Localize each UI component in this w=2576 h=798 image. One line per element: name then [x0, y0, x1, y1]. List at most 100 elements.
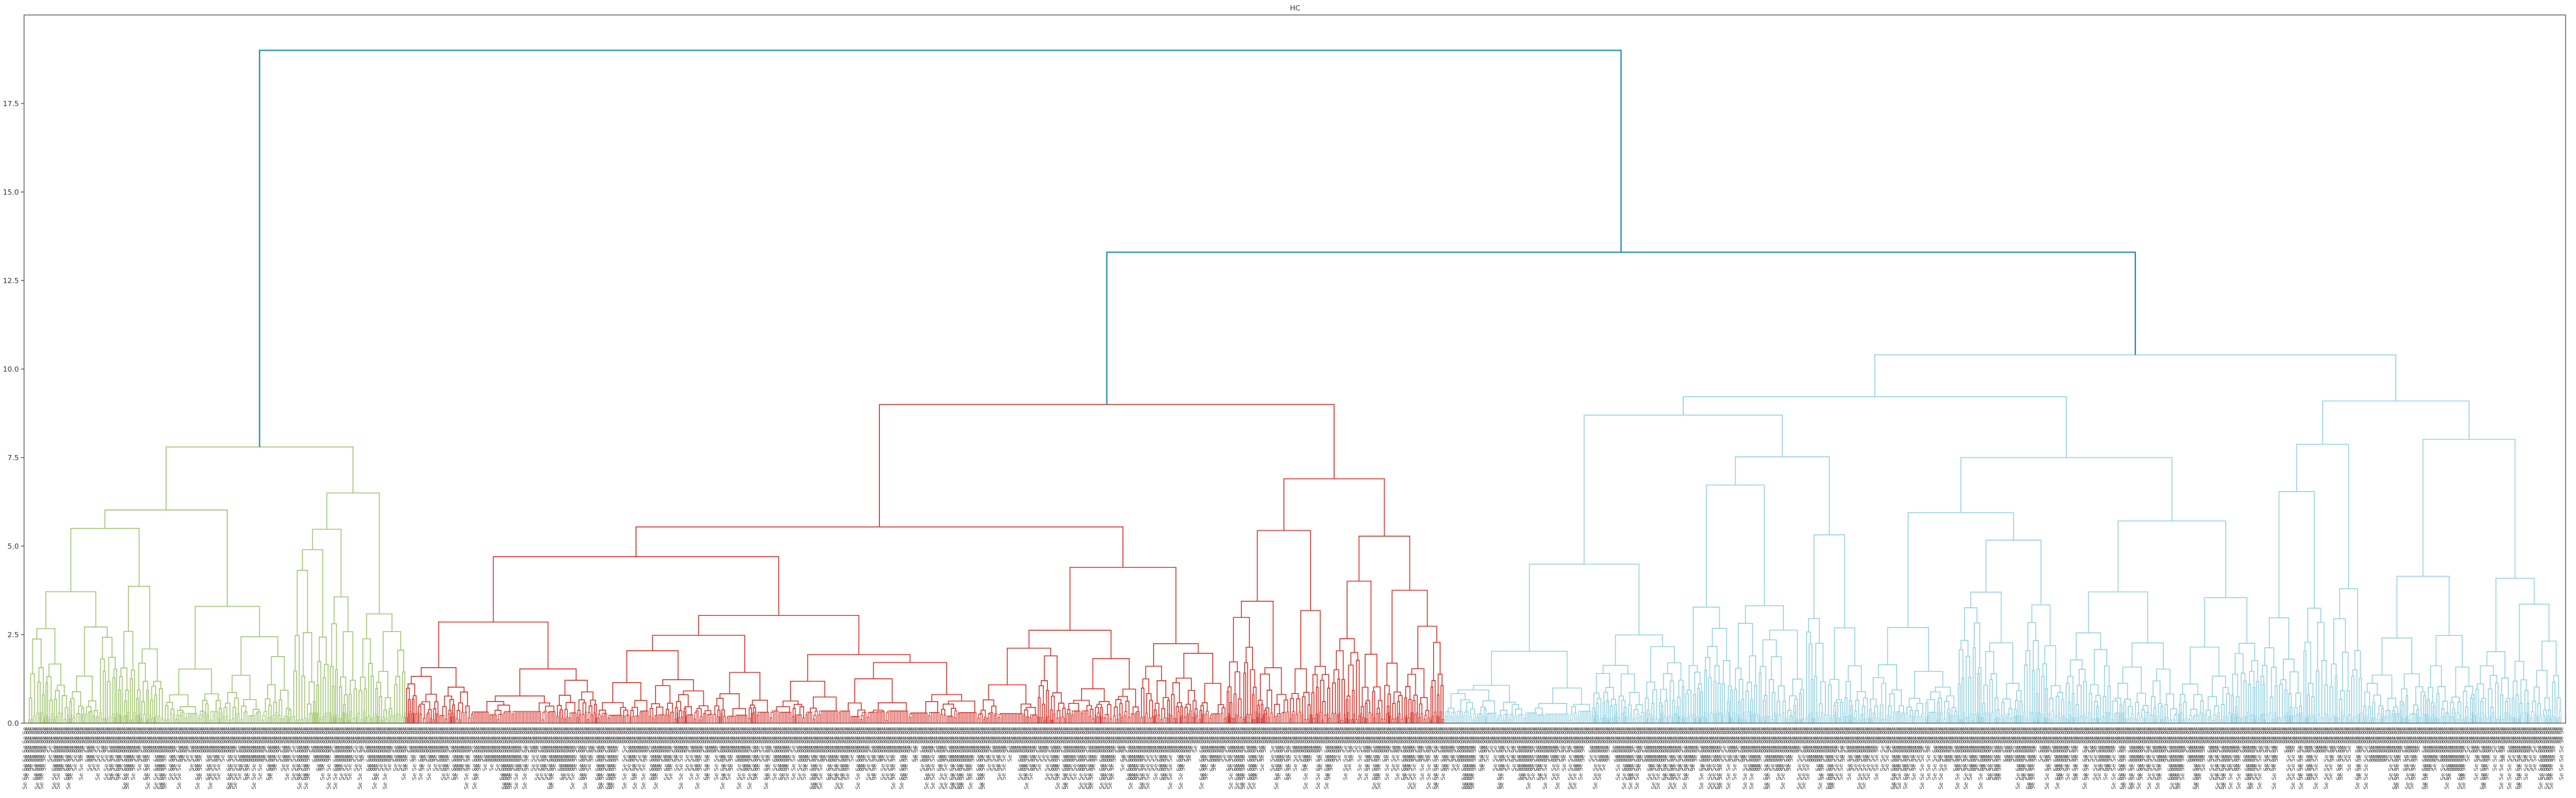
- dendrogram-link: [1157, 680, 1166, 704]
- dendrogram-link: [770, 717, 773, 723]
- leaf-label: Se Se Se Se Se Se Se: [1411, 727, 1418, 790]
- dendrogram-link: [106, 718, 109, 723]
- dendrogram-link: [2475, 689, 2479, 717]
- dendrogram-link: [2515, 695, 2519, 719]
- dendrogram-link: [2130, 717, 2133, 723]
- dendrogram-link: [1244, 716, 1246, 723]
- dendrogram-link: [1717, 682, 1721, 713]
- leaf-label: Se Se Se: [676, 727, 683, 753]
- leaf-label: Se Se Se Se: [820, 727, 827, 762]
- dendrogram-link: [2077, 713, 2079, 723]
- leaf-label: Se Se: [1436, 727, 1443, 744]
- leaf-label: Se Se Se Se Se Se Se: [1593, 727, 1599, 790]
- dendrogram-link: [2424, 714, 2427, 723]
- leaf-label: Se Se Se Se Se: [697, 727, 704, 771]
- leaf-label: Se Se: [1190, 727, 1197, 744]
- leaf-label: Se Se Se Se Se Se: [1249, 727, 1255, 780]
- dendrogram-link: [946, 715, 949, 723]
- dendrogram-link: [2021, 716, 2023, 723]
- leaf-label: Se Se Se Se Se Se Se: [1461, 727, 1468, 790]
- dendrogram-link: [1121, 717, 1123, 723]
- chart-title: HC: [1290, 4, 1300, 12]
- dendrogram-link: [2183, 702, 2187, 721]
- leaf-label: Se Se Se Se Se Se: [1536, 727, 1542, 780]
- dendrogram-link: [2245, 716, 2247, 723]
- leaf-label: Se Se Se Se Se Se: [338, 727, 345, 780]
- leaf-label: Se Se Se Se Se Se: [68, 727, 74, 780]
- leaf-label: Se Se Se Se Se Se: [1253, 727, 1259, 780]
- dendrogram-link: [93, 715, 95, 723]
- dendrogram-link: [1604, 715, 1606, 723]
- leaf-label: Se Se Se: [1011, 727, 1018, 753]
- leaf-label: Se Se Se Se Se Se: [245, 727, 251, 780]
- leaf-label: Se Se Se Se Se: [1036, 727, 1043, 771]
- dendrogram-link: [278, 715, 281, 723]
- dendrogram-link: [456, 710, 461, 720]
- dendrogram-link: [165, 447, 354, 510]
- leaf-label: Se Se Se Se: [1280, 727, 1287, 762]
- leaf-label: Se Se Se Se Se Se Se: [161, 727, 168, 790]
- dendrogram-link: [1365, 702, 1368, 719]
- leaf-label: Se Se Se: [1015, 727, 1022, 753]
- dendrogram-link: [2258, 718, 2260, 723]
- dendrogram-link: [1938, 711, 1940, 723]
- leaf-label: Se Se Se Se Se Se Se: [570, 727, 577, 790]
- leaf-label: Se Se Se: [1832, 727, 1839, 753]
- leaf-label: Se Se Se Se Se Se Se: [2355, 727, 2361, 790]
- dendrogram-link: [1356, 659, 1360, 720]
- leaf-label: Se Se: [1736, 727, 1743, 744]
- dendrogram-link: [1313, 718, 1315, 723]
- leaf-label: Se Se Se: [2386, 727, 2392, 753]
- leaf-label: Se Se Se: [1192, 727, 1199, 753]
- leaf-label: Se Se Se Se Se: [692, 727, 699, 771]
- leaf-label: Se Se Se Se Se Se: [903, 727, 910, 780]
- dendrogram-link: [1410, 712, 1412, 723]
- dendrogram-link: [468, 717, 471, 723]
- leaf-label: Se Se Se Se Se: [366, 727, 372, 771]
- leaf-label: Se Se Se Se Se Se: [374, 727, 381, 780]
- leaf-label: Se Se Se Se Se Se: [2117, 727, 2124, 780]
- dendrogram-link: [1753, 713, 1755, 723]
- leaf-label: Se Se Se Se Se: [2450, 727, 2457, 771]
- leaf-label: Se Se Se Se Se: [170, 727, 176, 771]
- leaf-label: Se Se: [2534, 727, 2540, 744]
- leaf-label: Se Se Se Se Se Se Se: [1055, 727, 1062, 790]
- leaf-label: Se Se Se Se Se Se Se: [2146, 727, 2153, 790]
- dendrogram-link: [1339, 712, 1341, 723]
- leaf-label: Se Se Se Se Se: [1971, 727, 1978, 771]
- dendrogram-link: [1145, 693, 1152, 713]
- dendrogram-link: [1315, 713, 1317, 723]
- dendrogram-link: [1733, 711, 1736, 723]
- leaf-label: Se Se Se Se Se Se Se: [1801, 727, 1807, 790]
- leaf-label: Se Se Se Se Se: [626, 727, 633, 771]
- leaf-label: Se Se Se Se Se Se: [866, 727, 872, 780]
- dendrogram-link: [2249, 715, 2252, 723]
- dendrogram-link: [494, 709, 502, 715]
- dendrogram-link: [1738, 679, 1744, 702]
- dendrogram-link: [1237, 715, 1240, 723]
- dendrogram-link: [810, 708, 817, 713]
- leaf-label: Se Se Se: [1074, 727, 1080, 753]
- leaf-label: Se Se Se Se Se Se Se: [501, 727, 508, 790]
- leaf-label: Se Se Se Se: [1213, 727, 1220, 762]
- leaf-label: Se Se Se Se Se Se: [2286, 727, 2292, 780]
- dendrogram-link: [1295, 713, 1298, 723]
- dendrogram-link: [407, 713, 409, 723]
- dendrogram-link: [2135, 702, 2139, 719]
- dendrogram-link: [990, 712, 994, 723]
- dendrogram-link: [1982, 717, 1984, 723]
- leaf-label: Se Se Se: [545, 727, 551, 753]
- dendrogram-link: [1199, 719, 1201, 723]
- dendrogram-link: [1994, 697, 1999, 719]
- leaf-label: Se Se Se Se Se Se Se: [899, 727, 905, 790]
- dendrogram-link: [1901, 713, 1904, 723]
- leaf-label: Se Se Se Se Se Se Se: [980, 727, 987, 790]
- dendrogram-link: [350, 711, 353, 723]
- dendrogram-link: [1034, 714, 1037, 723]
- leaf-label: Se Se Se Se: [1449, 727, 1455, 762]
- dendrogram-link: [36, 628, 56, 665]
- dendrogram-link: [2137, 712, 2140, 723]
- dendrogram-link: [1881, 683, 1887, 719]
- leaf-label: Se Se Se Se: [2042, 727, 2049, 762]
- dendrogram-link: [178, 668, 212, 695]
